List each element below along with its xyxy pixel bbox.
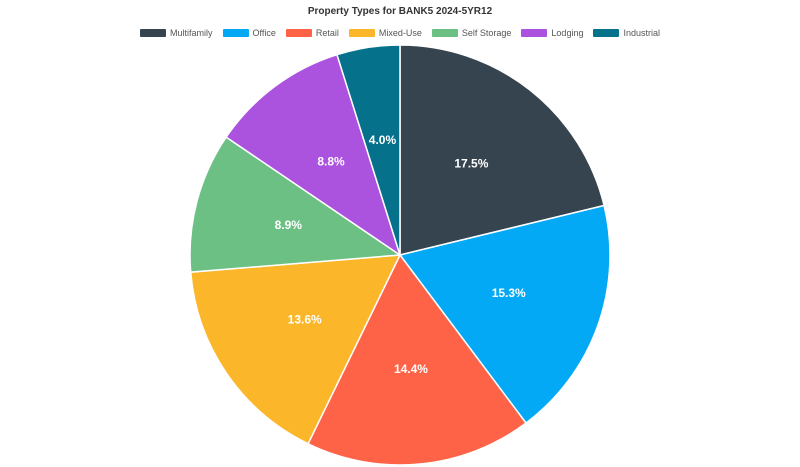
slice-label: 14.4% [394, 362, 428, 376]
pie-slice-multifamily[interactable] [399, 44, 605, 256]
slice-label: 13.6% [288, 312, 322, 326]
legend-item-lodging[interactable]: Lodging [521, 28, 583, 38]
legend-label: Office [252, 28, 276, 38]
pie-slice-office[interactable] [398, 204, 611, 425]
legend-swatch [222, 29, 249, 37]
legend-item-office[interactable]: Office [222, 28, 276, 38]
legend-label: Self Storage [461, 28, 512, 38]
legend-label: Industrial [623, 28, 660, 38]
legend-item-industrial[interactable]: Industrial [593, 28, 660, 38]
pie-slice-industrial[interactable] [336, 44, 401, 256]
legend-swatch [140, 29, 166, 37]
slice-label: 8.9% [275, 218, 303, 232]
slice-label: 8.8% [317, 155, 345, 169]
chart-title: Property Types for BANK5 2024-5YR12 [307, 6, 493, 17]
legend-label: Lodging [551, 28, 584, 38]
legend-swatch [521, 29, 548, 37]
pie-slice-retail[interactable] [307, 253, 528, 466]
legend-swatch [431, 29, 458, 37]
legend-swatch [593, 29, 620, 37]
legend-label: Retail [315, 28, 339, 38]
legend-item-mixed-use[interactable]: Mixed-Use [348, 28, 422, 38]
legend-item-retail[interactable]: Retail [285, 28, 339, 38]
legend-label: Multifamily [170, 28, 213, 38]
legend: Multifamily Office Retail Mixed-Use Self Sto… [0, 28, 800, 38]
slice-label: 15.3% [492, 286, 526, 300]
pie-slice-lodging[interactable] [225, 53, 402, 257]
slice-label: 17.5% [454, 156, 488, 170]
legend-swatch [285, 29, 312, 37]
legend-item-multifamily[interactable]: Multifamily [140, 28, 213, 38]
legend-label: Mixed-Use [378, 28, 422, 38]
pie-slice-self-storage[interactable] [189, 136, 403, 273]
legend-item-self-storage[interactable]: Self Storage [431, 28, 512, 38]
pie-slice-mixed-use[interactable] [189, 254, 402, 445]
slice-label: 4.0% [369, 133, 397, 147]
legend-swatch [348, 29, 375, 37]
